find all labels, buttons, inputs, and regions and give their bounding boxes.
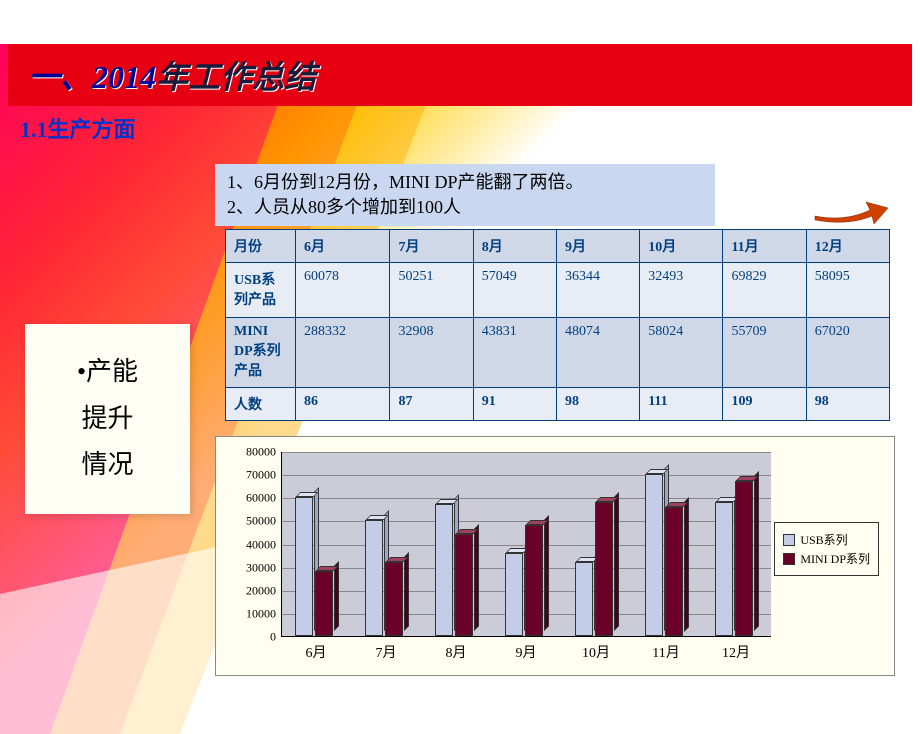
legend-label: MINI DP系列 bbox=[800, 550, 870, 567]
chart-ytick: 60000 bbox=[236, 491, 276, 506]
table-header-cell: 9月 bbox=[556, 230, 639, 263]
section-title: 一、2014年工作总结 bbox=[8, 44, 912, 106]
table-cell: 87 bbox=[390, 388, 473, 421]
chart-ytick: 80000 bbox=[236, 445, 276, 460]
table-cell: 36344 bbox=[556, 263, 639, 318]
chart-xtick: 12月 bbox=[722, 642, 750, 662]
data-table: 月份6月7月8月9月10月11月12月 USB系列产品6007850251570… bbox=[225, 229, 890, 421]
chart-bar bbox=[665, 507, 683, 637]
chart-bar bbox=[365, 520, 383, 636]
chart-xtick: 9月 bbox=[516, 642, 537, 662]
chart-bar bbox=[735, 481, 753, 636]
table-cell: 50251 bbox=[390, 263, 473, 318]
highlight-line1: 1、6月份到12月份，MINI DP产能翻了两倍。 bbox=[227, 170, 703, 195]
chart-ytick: 0 bbox=[236, 630, 276, 645]
chart-xtick: 7月 bbox=[376, 642, 397, 662]
table-cell: 86 bbox=[296, 388, 390, 421]
table-row: USB系列产品600785025157049363443249369829580… bbox=[226, 263, 890, 318]
table-cell: 69829 bbox=[723, 263, 806, 318]
table-header-cell: 10月 bbox=[640, 230, 723, 263]
chart-xtick: 10月 bbox=[582, 642, 610, 662]
table-row: MINI DP系列产品28833232908438314807458024557… bbox=[226, 318, 890, 388]
chart-gridline bbox=[282, 452, 771, 453]
chart-bar bbox=[315, 571, 333, 636]
chart-bar bbox=[595, 502, 613, 636]
chart-ytick: 50000 bbox=[236, 514, 276, 529]
chart-bar bbox=[525, 525, 543, 636]
legend-swatch bbox=[783, 553, 795, 565]
arrow-icon bbox=[810, 198, 890, 226]
table-cell: 58095 bbox=[806, 263, 889, 318]
table-cell: 67020 bbox=[806, 318, 889, 388]
side-label-text: •产能 提升 情况 bbox=[77, 349, 138, 489]
table-row-label: 人数 bbox=[226, 388, 296, 421]
chart-xtick: 8月 bbox=[446, 642, 467, 662]
chart-ytick: 10000 bbox=[236, 606, 276, 621]
table-cell: 111 bbox=[640, 388, 723, 421]
chart-ytick: 70000 bbox=[236, 468, 276, 483]
chart-gridline bbox=[282, 475, 771, 476]
highlight-line2: 2、人员从80多个增加到100人 bbox=[227, 195, 703, 220]
table-cell: 32493 bbox=[640, 263, 723, 318]
table-row-label: USB系列产品 bbox=[226, 263, 296, 318]
title-part1: 一、2014 bbox=[28, 59, 156, 95]
chart-bar bbox=[455, 534, 473, 636]
chart-xtick: 6月 bbox=[306, 642, 327, 662]
table-cell: 98 bbox=[556, 388, 639, 421]
table-row: 人数8687919811110998 bbox=[226, 388, 890, 421]
chart-bar bbox=[385, 562, 403, 636]
chart-ytick: 20000 bbox=[236, 583, 276, 598]
table-cell: 60078 bbox=[296, 263, 390, 318]
chart-bar bbox=[295, 497, 313, 636]
legend-item: MINI DP系列 bbox=[783, 550, 870, 567]
chart-plot-area bbox=[281, 452, 771, 637]
table-header-cell: 7月 bbox=[390, 230, 473, 263]
table-header-cell: 月份 bbox=[226, 230, 296, 263]
table-cell: 58024 bbox=[640, 318, 723, 388]
chart-ytick: 40000 bbox=[236, 537, 276, 552]
bar-chart: USB系列 MINI DP系列 0 10000 20000 30000 40000 5000… bbox=[215, 436, 895, 676]
table-cell: 55709 bbox=[723, 318, 806, 388]
chart-gridline bbox=[282, 498, 771, 499]
chart-bar bbox=[715, 502, 733, 636]
table-cell: 32908 bbox=[390, 318, 473, 388]
table-header-row: 月份6月7月8月9月10月11月12月 bbox=[226, 230, 890, 263]
table-cell: 57049 bbox=[473, 263, 556, 318]
legend-label: USB系列 bbox=[800, 531, 847, 548]
table-header-cell: 6月 bbox=[296, 230, 390, 263]
table-cell: 91 bbox=[473, 388, 556, 421]
table-cell: 288332 bbox=[296, 318, 390, 388]
chart-ytick: 30000 bbox=[236, 560, 276, 575]
chart-legend: USB系列 MINI DP系列 bbox=[774, 522, 879, 576]
legend-swatch bbox=[783, 534, 795, 546]
chart-bar bbox=[505, 553, 523, 636]
table-cell: 98 bbox=[806, 388, 889, 421]
table-row-label: MINI DP系列产品 bbox=[226, 318, 296, 388]
chart-bar bbox=[575, 562, 593, 636]
table-cell: 43831 bbox=[473, 318, 556, 388]
chart-bar bbox=[645, 474, 663, 636]
table-cell: 109 bbox=[723, 388, 806, 421]
table-cell: 48074 bbox=[556, 318, 639, 388]
table-header-cell: 12月 bbox=[806, 230, 889, 263]
subsection-title: 1.1生产方面 bbox=[20, 112, 920, 144]
table-header-cell: 11月 bbox=[723, 230, 806, 263]
chart-bar bbox=[435, 504, 453, 636]
legend-item: USB系列 bbox=[783, 531, 870, 548]
highlight-box: 1、6月份到12月份，MINI DP产能翻了两倍。 2、人员从80多个增加到10… bbox=[215, 164, 715, 226]
title-part2: 年工作总结 bbox=[156, 59, 316, 95]
chart-xtick: 11月 bbox=[652, 642, 679, 662]
side-label-card: •产能 提升 情况 bbox=[25, 324, 190, 514]
table-header-cell: 8月 bbox=[473, 230, 556, 263]
